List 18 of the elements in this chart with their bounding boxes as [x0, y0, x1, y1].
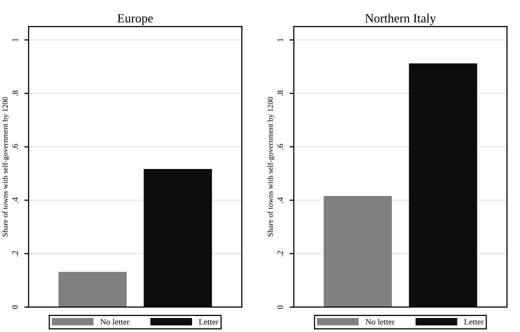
y-tick-label: .2	[277, 251, 284, 256]
y-tick-label: .6	[277, 144, 284, 150]
y-tick-label: 1	[12, 38, 18, 42]
chart-title: Northern Italy	[365, 14, 436, 26]
y-tick-label: .4	[278, 197, 284, 203]
y-tick-label: .8	[12, 90, 18, 96]
legend-label: No letter	[100, 318, 130, 325]
chart-title: Europe	[118, 14, 153, 26]
legend-label: No letter	[366, 318, 395, 325]
y-tick-label: 0	[277, 305, 284, 309]
y-tick-label: .2	[12, 251, 18, 256]
y-tick-label: 1	[277, 38, 283, 42]
legend-label: Letter	[198, 319, 219, 325]
legend-label: Letter	[464, 319, 484, 325]
y-tick-label: .8	[277, 90, 284, 96]
y-tick-label: 0	[12, 305, 18, 309]
y-tick-label: .6	[12, 144, 18, 150]
y-tick-label: .4	[12, 197, 18, 203]
